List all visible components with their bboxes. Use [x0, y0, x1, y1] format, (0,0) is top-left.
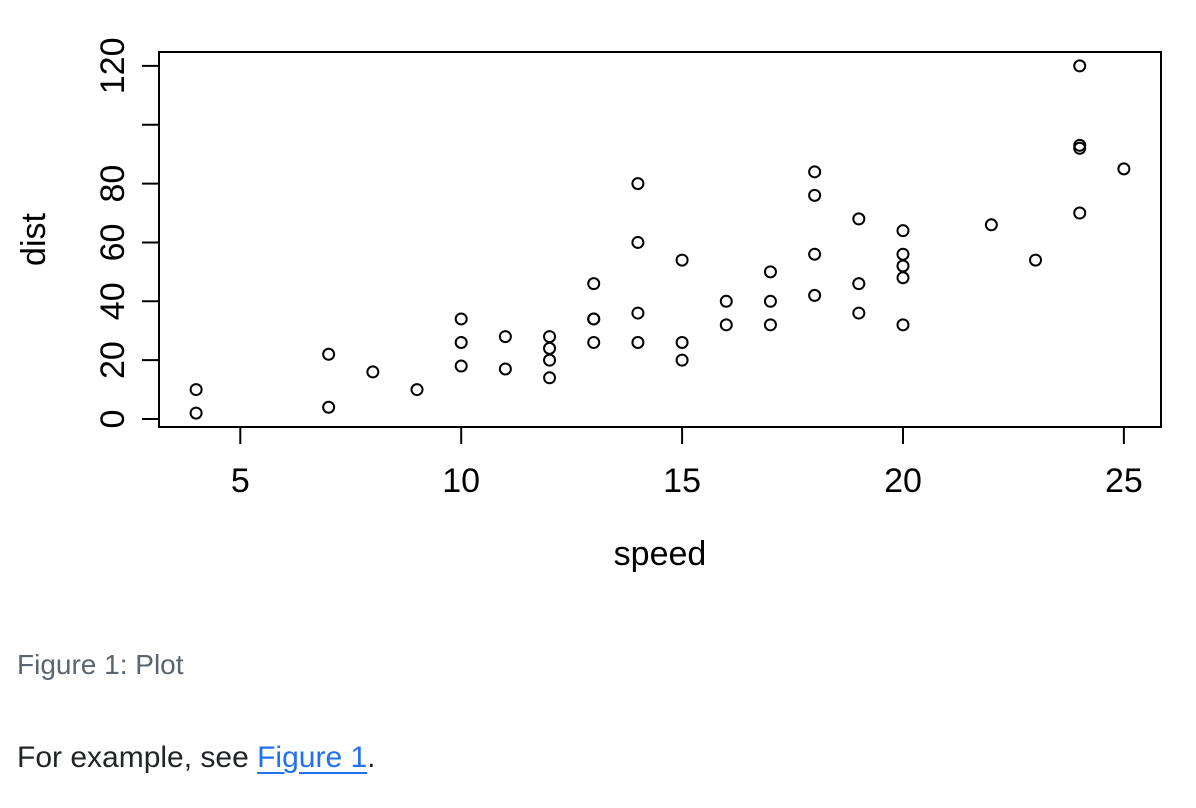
data-point: [543, 341, 557, 355]
data-point: [763, 318, 777, 332]
y-tick-label: 60: [94, 224, 132, 262]
data-point: [1073, 59, 1087, 73]
data-point: [852, 306, 866, 320]
y-tick-label: 40: [94, 282, 132, 320]
data-point: [763, 265, 777, 279]
data-point: [808, 188, 822, 202]
y-tick-label: 120: [94, 38, 132, 95]
figure-caption: Figure 1: Plot: [17, 649, 184, 680]
data-point: [896, 247, 910, 261]
data-point: [366, 365, 380, 379]
data-point: [587, 312, 601, 326]
data-point: [852, 277, 866, 291]
data-point: [322, 347, 336, 361]
data-point: [675, 353, 689, 367]
x-tick-label: 10: [442, 462, 480, 500]
data-point: [763, 294, 777, 308]
data-point: [587, 277, 601, 291]
y-axis-title: dist: [15, 212, 53, 265]
data-point: [631, 306, 645, 320]
data-point: [543, 371, 557, 385]
scatter-plot: 5 10 15 20 25 0 20 40 60 80 120 speed dist: [15, 38, 1162, 573]
data-point: [631, 177, 645, 191]
x-tick-label: 5: [231, 462, 250, 500]
data-point: [454, 359, 468, 373]
data-point: [984, 218, 998, 232]
data-point: [498, 330, 512, 344]
data-point: [719, 318, 733, 332]
x-tick-label: 15: [663, 462, 701, 500]
data-point: [808, 247, 822, 261]
data-point: [322, 400, 336, 414]
data-point: [896, 224, 910, 238]
x-tick-label: 25: [1105, 462, 1143, 500]
data-point: [896, 259, 910, 273]
data-point: [189, 383, 203, 397]
text-after-link: .: [367, 741, 376, 774]
data-point: [543, 330, 557, 344]
x-tick-label: 20: [884, 462, 922, 500]
figure-1-link[interactable]: Figure 1: [257, 741, 368, 774]
data-point: [189, 406, 203, 420]
data-point: [1073, 138, 1087, 152]
y-tick-label: 0: [94, 410, 132, 429]
data-point: [1117, 162, 1131, 176]
data-point: [808, 165, 822, 179]
data-point: [543, 353, 557, 367]
data-point: [631, 235, 645, 249]
data-point: [587, 335, 601, 349]
x-axis-title: speed: [614, 535, 707, 573]
data-point: [808, 288, 822, 302]
text-before-link: For example, see: [17, 741, 258, 774]
data-point: [454, 312, 468, 326]
data-point: [410, 383, 424, 397]
plot-box: [158, 51, 1162, 428]
data-point: [852, 212, 866, 226]
data-point: [719, 294, 733, 308]
data-point: [675, 335, 689, 349]
data-point: [896, 318, 910, 332]
body-paragraph: For example, see Figure 1.: [17, 743, 376, 773]
y-tick-label: 80: [94, 165, 132, 203]
data-point: [675, 253, 689, 267]
y-tick-label: 20: [94, 341, 132, 379]
data-point: [498, 362, 512, 376]
data-point: [631, 335, 645, 349]
data-point: [896, 271, 910, 285]
data-point: [1029, 253, 1043, 267]
data-point: [1073, 206, 1087, 220]
data-point: [454, 335, 468, 349]
